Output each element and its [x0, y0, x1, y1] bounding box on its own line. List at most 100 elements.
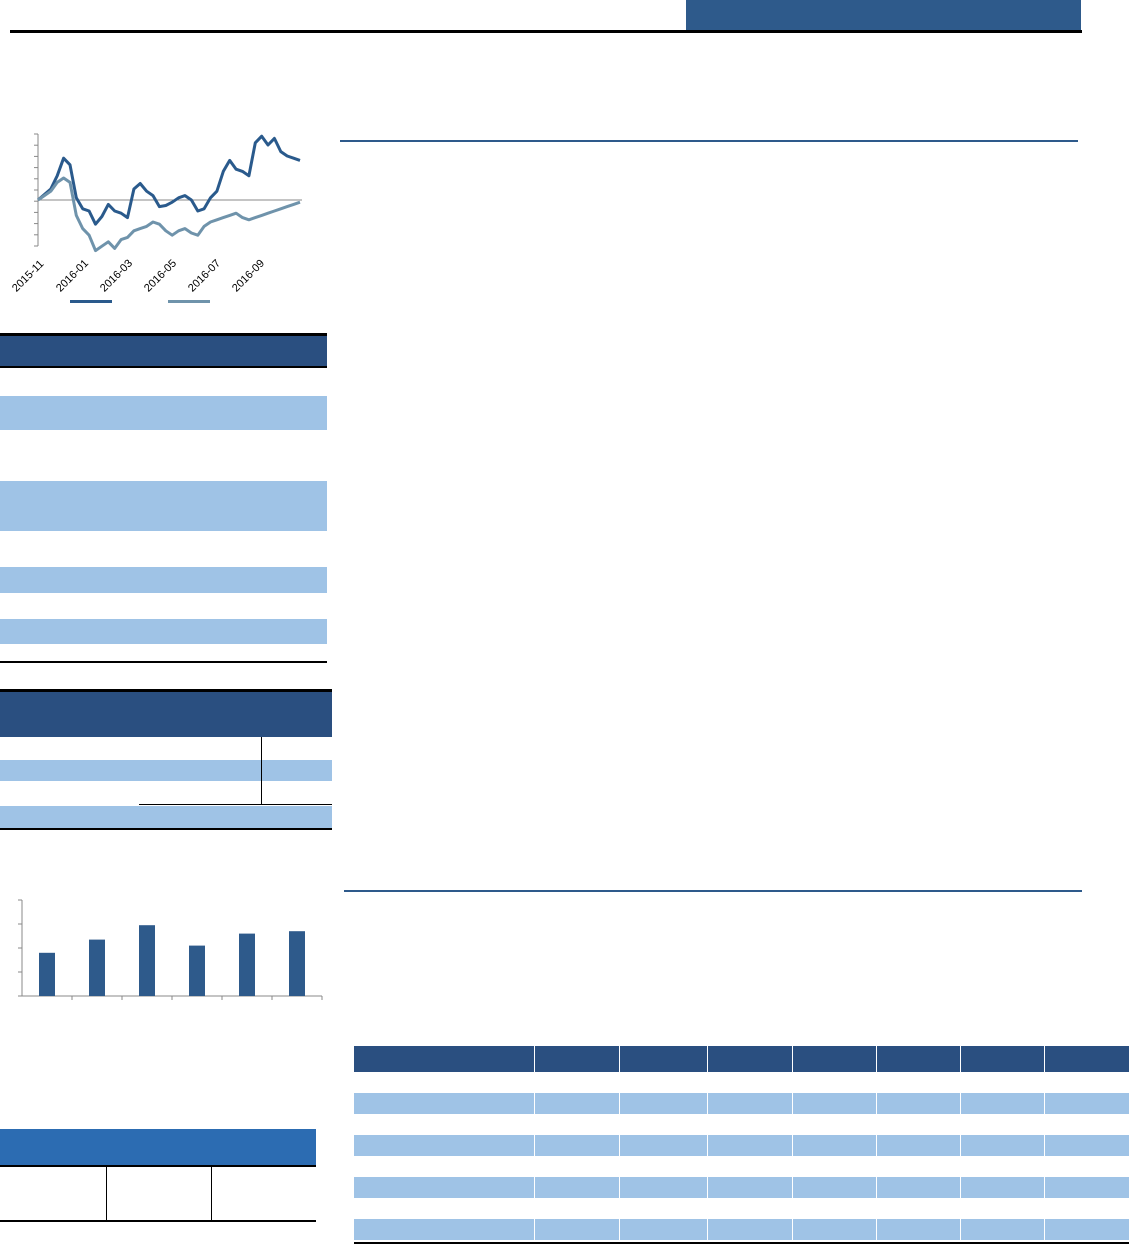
section-rule-top: [340, 140, 1078, 142]
table-cell: [354, 1219, 535, 1240]
table1-header: [0, 336, 327, 366]
table-cell: [792, 1114, 877, 1135]
line-series-2: [37, 176, 301, 253]
header-rule: [10, 30, 1082, 33]
table-cell: [619, 1219, 708, 1240]
data-table-bottom-rule: [354, 1242, 1129, 1244]
bar-chart: [0, 890, 330, 1005]
table-cell: [960, 1156, 1045, 1177]
table-cell: [619, 1114, 708, 1135]
table-cell: [534, 1156, 620, 1177]
bars: [39, 925, 305, 996]
table-row: [354, 1093, 1129, 1114]
table-cell: [792, 1093, 877, 1114]
table-cell: [619, 1177, 708, 1198]
table-cell: [960, 1135, 1045, 1156]
table-cell: [354, 1093, 535, 1114]
table-row: [354, 1072, 1129, 1093]
table-cell: [792, 1156, 877, 1177]
table-cell: [707, 1093, 793, 1114]
table-header-cell: [534, 1046, 620, 1072]
table1-row-1: [0, 396, 327, 430]
table2-column-divider: [261, 737, 262, 804]
table-cell: [354, 1156, 535, 1177]
table-cell: [707, 1198, 793, 1219]
table-cell: [876, 1072, 961, 1093]
legend-swatch-series-2: [168, 300, 210, 303]
table-cell: [534, 1093, 620, 1114]
table-cell: [1044, 1093, 1129, 1114]
table-row: [354, 1177, 1129, 1198]
table-cell: [876, 1177, 961, 1198]
table-cell: [876, 1219, 961, 1240]
table-header-cell: [960, 1046, 1045, 1072]
table-row: [354, 1156, 1129, 1177]
table-cell: [534, 1177, 620, 1198]
bar: [239, 933, 255, 996]
table-cell: [619, 1156, 708, 1177]
table-header-cell: [354, 1046, 535, 1072]
table2-row-2: [0, 806, 332, 828]
table-header-cell: [707, 1046, 793, 1072]
table-cell: [960, 1198, 1045, 1219]
table-row: [354, 1219, 1129, 1240]
table2-inner-rule: [139, 804, 332, 805]
series-group: [37, 134, 301, 253]
line-chart: 2015-11 2016-01 2016-03 2016-05 2016-07 2016-…: [0, 120, 320, 320]
table1-row-3: [0, 567, 327, 593]
table-cell: [1044, 1177, 1129, 1198]
line-series-1: [37, 134, 301, 226]
table-cell: [960, 1093, 1045, 1114]
table-row: [354, 1114, 1129, 1135]
bar: [189, 945, 205, 996]
table-cell: [707, 1072, 793, 1093]
bar-chart-svg: [18, 899, 323, 1000]
table-header-cell: [1044, 1046, 1129, 1072]
table-cell: [619, 1072, 708, 1093]
table-row: [354, 1198, 1129, 1219]
table3-bottom-rule: [0, 1220, 316, 1222]
table3-header-rule: [0, 1165, 316, 1167]
table2-header: [0, 692, 332, 737]
table-cell: [707, 1114, 793, 1135]
table-cell: [960, 1177, 1045, 1198]
table-header-cell: [876, 1046, 961, 1072]
table-cell: [534, 1219, 620, 1240]
table-cell: [960, 1114, 1045, 1135]
table-cell: [792, 1072, 877, 1093]
bar: [89, 939, 105, 996]
section-rule-bottom: [344, 890, 1082, 892]
table-cell: [354, 1177, 535, 1198]
table-cell: [354, 1114, 535, 1135]
table-cell: [534, 1198, 620, 1219]
table-header-row: [354, 1046, 1129, 1072]
y-ticks: [34, 133, 38, 247]
table-cell: [792, 1177, 877, 1198]
table-cell: [876, 1198, 961, 1219]
table-cell: [1044, 1156, 1129, 1177]
table-cell: [960, 1219, 1045, 1240]
bar: [139, 925, 155, 996]
table3-divider-1: [106, 1167, 107, 1220]
table-cell: [960, 1072, 1045, 1093]
table-cell: [876, 1135, 961, 1156]
bar: [39, 952, 55, 996]
table-cell: [534, 1072, 620, 1093]
table-header-cell: [792, 1046, 877, 1072]
table2-row-1: [0, 760, 332, 781]
table-cell: [354, 1072, 535, 1093]
table3-header: [0, 1129, 316, 1165]
table-cell: [534, 1114, 620, 1135]
table1-row-4: [0, 619, 327, 644]
table-cell: [792, 1219, 877, 1240]
table-body: [354, 1072, 1129, 1240]
table-cell: [1044, 1198, 1129, 1219]
table2-top-rule: [0, 689, 332, 692]
table-row: [354, 1135, 1129, 1156]
table1-row-2: [0, 481, 327, 531]
table-cell: [619, 1135, 708, 1156]
legend-swatch-series-1: [70, 300, 112, 303]
table-cell: [792, 1198, 877, 1219]
table-cell: [1044, 1114, 1129, 1135]
table-cell: [876, 1156, 961, 1177]
